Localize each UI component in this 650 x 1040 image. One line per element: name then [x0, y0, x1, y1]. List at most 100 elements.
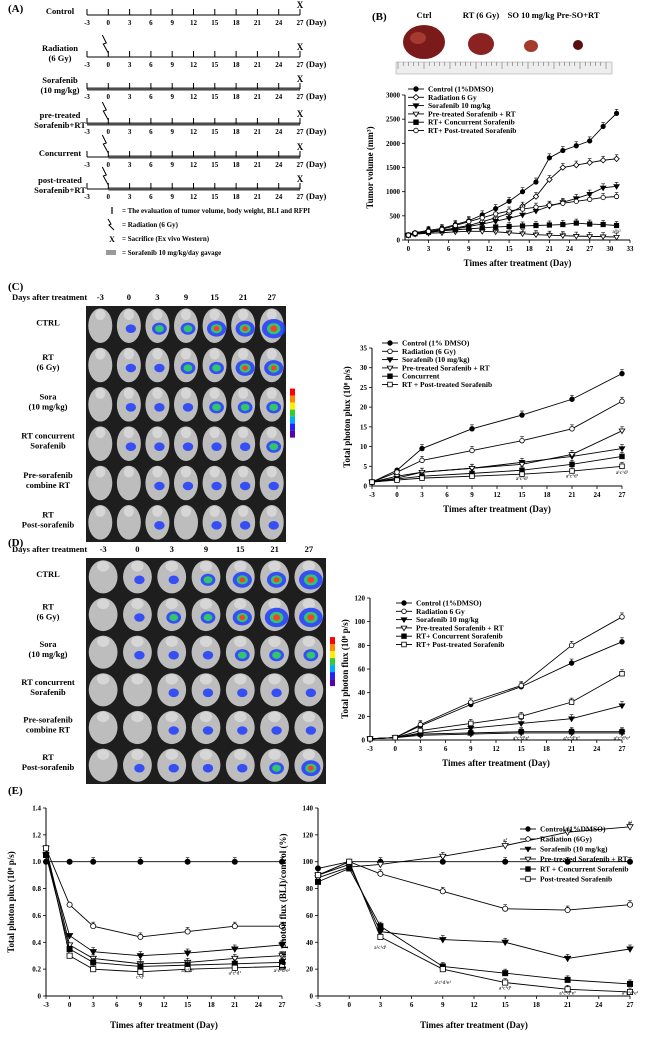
y-tick-label: 0 — [310, 993, 314, 1001]
filled-square-marker — [546, 222, 553, 228]
mouse-head — [95, 505, 106, 517]
tumor-volume-chart: 0 3 6 9 12 15 18 21 24 27 30 33 0 500 1000 1500 2000 2500… — [365, 85, 634, 269]
bli-signal — [211, 442, 222, 451]
ruler — [395, 61, 613, 75]
bli-signal-mid — [212, 403, 221, 411]
filled-square-marker — [525, 866, 531, 872]
bli-signal — [154, 521, 165, 530]
x-tick-label: 6 — [447, 245, 451, 253]
bli-signal — [202, 726, 214, 735]
mouse-head — [131, 636, 144, 647]
timeline-legend-item: X = Sacrifice (Ex vivo Western) — [109, 235, 210, 244]
timeline-tick-label: 12 — [190, 19, 198, 27]
day-column-label: 21 — [239, 292, 248, 302]
mouse-silhouette — [116, 505, 141, 540]
timeline-tick-label: 24 — [275, 161, 283, 169]
filled-triangle-marker — [517, 721, 525, 728]
bli-signal — [268, 481, 279, 491]
significance-annotation: a¹ — [494, 228, 498, 234]
bli-signal — [125, 442, 137, 451]
treatment-row-label: RT — [42, 752, 54, 762]
significance-annotation: a¹c¹d¹ — [374, 945, 387, 951]
bli-signal — [239, 442, 251, 451]
x-tick-label: 0 — [347, 1001, 351, 1009]
timeline-tick-label: 15 — [211, 61, 219, 69]
panel-label-b: (B) — [372, 11, 387, 23]
mouse-head — [152, 387, 163, 399]
timeline-tick-label: 24 — [275, 61, 283, 69]
x-tick-label: 15 — [518, 745, 526, 753]
mouse-head — [95, 348, 106, 360]
treatment-row-label: RT — [42, 352, 54, 362]
bli-signal — [134, 613, 145, 622]
y-tick-label: 60 — [358, 666, 366, 674]
filled-circle-marker — [413, 86, 419, 92]
filled-triangle-marker — [412, 103, 420, 110]
mouse-silhouette — [88, 748, 118, 782]
open-circle-marker — [546, 202, 553, 208]
filled-circle-marker — [314, 865, 321, 872]
legend-entry: Sorafenib 10 mg/kg — [428, 101, 491, 110]
mouse-head — [234, 674, 247, 685]
legend-text: = Sacrifice (Ex vivo Western) — [122, 235, 210, 243]
treatment-row-label: RT concurrent — [21, 677, 75, 687]
mouse-silhouette — [88, 560, 118, 594]
filled-square-marker — [569, 461, 575, 468]
mouse-head — [96, 711, 110, 723]
mouse-head — [302, 598, 316, 610]
x-tick-label: 21 — [546, 245, 554, 253]
significance-annotation: a¹ — [507, 229, 511, 235]
filled-square-marker — [493, 224, 499, 230]
x-tick-label: 12 — [494, 491, 502, 499]
timeline-tick-label: 12 — [190, 61, 198, 69]
timeline-legend-item: = The evaluation of tumor volume, body w… — [111, 207, 310, 215]
timeline-tick-label: 24 — [275, 128, 283, 136]
mouse-head — [209, 427, 220, 439]
timeline-tick-label: 12 — [190, 193, 198, 201]
bli-signal-high — [270, 365, 277, 371]
y-tick-label: 100 — [355, 618, 366, 626]
tumor-ctrl-highlight — [410, 32, 426, 44]
mouse-head — [268, 749, 281, 760]
timeline-tick-label: 12 — [190, 161, 198, 169]
mouse-head — [268, 598, 281, 610]
day-column-label: 9 — [184, 292, 188, 302]
bli-signal — [239, 521, 251, 530]
y-tick-label: 0.6 — [32, 912, 41, 920]
day-column-label: 0 — [127, 292, 131, 302]
tumor-photo-label: Ctrl — [416, 10, 432, 20]
mouse-head — [95, 387, 106, 399]
treatment-row-label: RT — [42, 602, 54, 612]
open-square-marker — [568, 699, 575, 705]
bli-signal — [182, 481, 194, 491]
bli-signal — [271, 688, 282, 698]
open-triangle-marker — [386, 365, 394, 372]
timeline-tick-label: 9 — [170, 93, 174, 101]
legend-entry: RT + Post-treated Sorafenib — [402, 380, 492, 389]
series-line — [45, 854, 283, 967]
panel-d-grid: Days after treatment -3 0 3 9 15 21 27CTRLRT(6 … — [12, 544, 335, 784]
y-tick-label: 120 — [355, 595, 366, 603]
filled-circle-marker — [519, 189, 526, 195]
timeline-tick-label: 15 — [211, 19, 219, 27]
y-tick-label: 30 — [360, 364, 368, 372]
open-circle-marker — [466, 219, 472, 225]
color-scale-segment — [330, 637, 335, 645]
mouse-head — [180, 348, 192, 360]
timeline-tick-label: 15 — [211, 128, 219, 136]
bli-signal-high — [213, 326, 220, 332]
x-tick-label: 0 — [393, 745, 397, 753]
x-tick-label: 18 — [544, 491, 552, 499]
mouse-head — [209, 387, 220, 399]
bli-signal-mid — [183, 364, 193, 372]
timeline-tick-label: 6 — [149, 19, 153, 27]
day-column-label: 15 — [210, 292, 219, 302]
mouse-head — [302, 636, 316, 647]
filled-circle-marker — [619, 639, 625, 645]
x-tick-label: 6 — [445, 491, 449, 499]
mouse-head — [165, 674, 178, 685]
timeline-tick-label: -3 — [84, 19, 90, 27]
open-diamond-marker — [613, 155, 620, 163]
